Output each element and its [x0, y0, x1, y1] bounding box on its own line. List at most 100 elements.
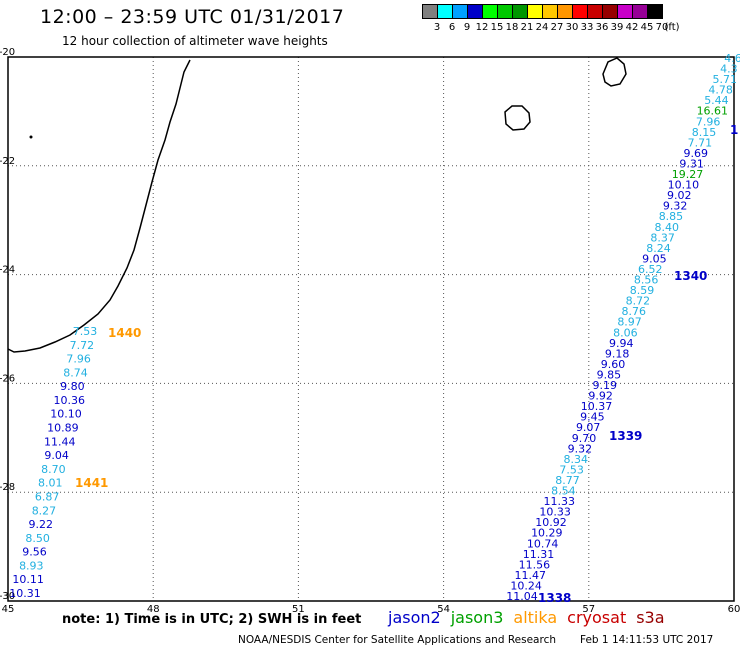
- satellite-legend-s3a: s3a: [636, 608, 665, 627]
- legend-swatch: [647, 4, 663, 19]
- map-grid: [8, 57, 734, 601]
- wave-height-label: 9.69: [684, 147, 709, 160]
- legend-tick-label: 15: [490, 22, 504, 33]
- pass-number-label: 1: [730, 123, 738, 137]
- legend-tick-label: 21: [520, 22, 534, 33]
- wave-height-label: 9.07: [576, 421, 601, 434]
- wave-height-label: 8.06: [613, 326, 638, 339]
- wave-height-label: 9.31: [679, 157, 704, 170]
- wave-height-label: 8.59: [630, 284, 655, 297]
- map-frame: [7, 56, 735, 602]
- wave-height-label: 7.96: [696, 115, 721, 128]
- color-scale-labels: 3 6 9 12 15 18 21 24 27 30 33 36 39 42 45 70 (ft): [422, 22, 740, 36]
- wave-height-label: 9.32: [568, 442, 593, 455]
- wave-height-label: 11.47: [515, 569, 547, 582]
- legend-swatch: [482, 4, 498, 19]
- map-title: 12:00 – 23:59 UTC 01/31/2017: [40, 6, 345, 28]
- legend-swatch: [467, 4, 483, 19]
- wave-height-label: 4.6: [724, 52, 740, 65]
- legend-unit-label: (ft): [664, 22, 680, 33]
- wave-height-label: 9.94: [609, 337, 634, 350]
- wave-height-label: 10.89: [47, 422, 79, 435]
- wave-height-label: 8.74: [63, 366, 88, 379]
- wave-height-label: 10.31: [9, 587, 41, 600]
- reunion-island-outline: [504, 105, 531, 131]
- axis-ticks: 45 48 51 54 57 60 -20 -22 -24 -26 -28 -30: [0, 47, 740, 615]
- wave-height-label: 9.60: [601, 358, 626, 371]
- wave-height-label: 4.3: [720, 63, 738, 76]
- map-subtitle: 12 hour collection of altimeter wave hei…: [62, 34, 328, 48]
- legend-swatch: [527, 4, 543, 19]
- wave-height-label: 10.33: [539, 506, 571, 519]
- wave-height-label: 19.27: [672, 168, 704, 181]
- mauritius-island-outline: [602, 57, 627, 87]
- wave-height-label: 9.92: [588, 390, 613, 403]
- legend-tick-label: 6: [448, 22, 456, 33]
- wave-height-label: 8.93: [19, 559, 44, 572]
- footer-note: note: 1) Time is in UTC; 2) SWH is in fe…: [62, 612, 362, 627]
- wave-height-label: 9.85: [597, 368, 622, 381]
- wave-height-label: 8.97: [617, 316, 642, 329]
- lon-tick-label: 54: [437, 604, 450, 615]
- legend-swatch: [602, 4, 618, 19]
- wave-height-label: 8.54: [551, 485, 576, 498]
- wave-height-label: 11.04: [506, 590, 538, 603]
- wave-height-label: 9.70: [572, 432, 597, 445]
- wave-height-label: 9.19: [592, 379, 617, 392]
- legend-tick-label: 12: [475, 22, 489, 33]
- wave-height-label: 10.74: [527, 537, 559, 550]
- legend-swatch: [632, 4, 648, 19]
- wave-height-label: 8.15: [692, 126, 717, 139]
- wave-height-label: 16.61: [697, 105, 729, 118]
- wave-height-label: 9.05: [642, 252, 667, 265]
- wave-height-label: 9.04: [44, 449, 69, 462]
- generated-timestamp: Feb 1 14:11:53 UTC 2017: [580, 634, 714, 646]
- wave-height-label: 8.37: [650, 231, 675, 244]
- wave-height-label: 9.80: [60, 380, 85, 393]
- wave-height-label: 8.50: [25, 532, 50, 545]
- wave-height-label: 7.53: [73, 325, 98, 338]
- legend-tick-label: 24: [535, 22, 549, 33]
- wave-height-label: 8.27: [32, 504, 57, 517]
- pass-number-label: 1339: [609, 429, 642, 443]
- wave-height-label: 9.18: [605, 347, 630, 360]
- satellite-legend-jason2: jason2: [388, 608, 441, 627]
- pass-number-label: 1441: [75, 476, 108, 490]
- satellite-legend-cryosat: cryosat: [567, 608, 627, 627]
- legend-swatch: [422, 4, 438, 19]
- wave-height-label: 8.56: [634, 274, 659, 287]
- wave-height-label: 6.87: [35, 490, 60, 503]
- coastline: [7, 57, 627, 353]
- wave-height-label: 6.52: [638, 263, 663, 276]
- legend-tick-label: 42: [625, 22, 639, 33]
- wave-height-label: 8.24: [646, 242, 671, 255]
- wave-height-label: 4.78: [708, 84, 733, 97]
- lat-tick-label: -20: [0, 47, 15, 58]
- wave-height-label: 10.11: [12, 573, 44, 586]
- legend-tick-label: 70: [655, 22, 669, 33]
- wave-height-label: 8.77: [555, 474, 580, 487]
- track-right: 4.64.35.714.785.4416.617.968.157.719.699…: [506, 52, 740, 605]
- wave-height-label: 10.37: [581, 400, 613, 413]
- legend-swatch: [587, 4, 603, 19]
- legend-swatch: [497, 4, 513, 19]
- legend-tick-label: 18: [505, 22, 519, 33]
- lon-tick-label: 60: [728, 604, 740, 615]
- wave-height-label: 8.72: [626, 295, 651, 308]
- lat-tick-label: -22: [0, 156, 15, 167]
- pass-number-label: 1338: [538, 591, 571, 605]
- satellite-legend-jason3: jason3: [450, 608, 504, 627]
- wave-height-label: 10.24: [510, 579, 542, 592]
- wave-height-label: 7.53: [559, 463, 584, 476]
- wave-height-label: 9.02: [667, 189, 692, 202]
- wave-height-label: 8.70: [41, 463, 66, 476]
- wave-height-label: 8.76: [621, 305, 646, 318]
- legend-tick-label: 9: [463, 22, 471, 33]
- pass-number-label: 1340: [674, 269, 707, 283]
- color-scale-legend: [422, 4, 663, 19]
- wave-height-label: 10.10: [668, 179, 700, 192]
- legend-tick-label: 45: [640, 22, 654, 33]
- legend-swatch: [452, 4, 468, 19]
- legend-tick-label: 39: [610, 22, 624, 33]
- lat-tick-label: -26: [0, 373, 15, 384]
